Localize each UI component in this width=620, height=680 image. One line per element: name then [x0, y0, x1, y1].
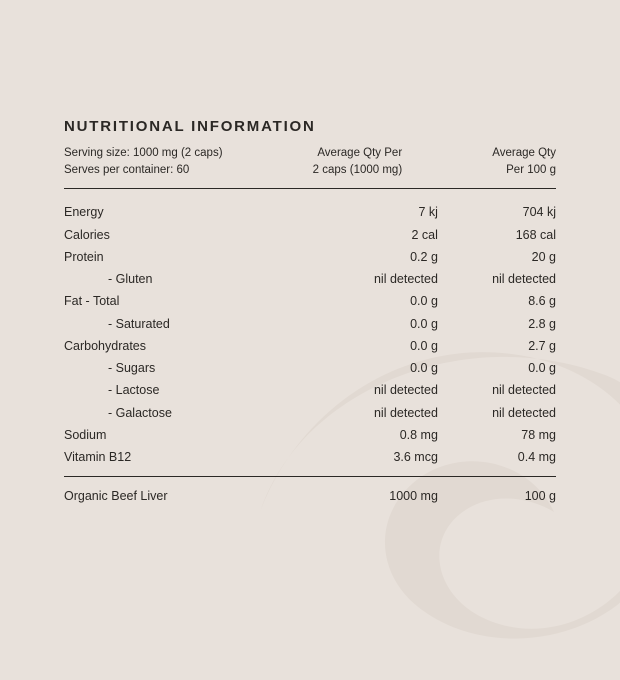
nutrient-label: - Gluten — [64, 268, 300, 290]
per-serve-value: 0.8 mg — [300, 424, 438, 446]
per-100g-value: 2.8 g — [438, 313, 556, 335]
per-serve-value: 0.0 g — [300, 290, 438, 312]
nutrient-label: Energy — [64, 201, 300, 223]
per-100g-value: 78 mg — [438, 424, 556, 446]
per-100g-value: 2.7 g — [438, 335, 556, 357]
per-100g-value: 168 cal — [438, 224, 556, 246]
nutrient-label: - Lactose — [64, 379, 300, 401]
column-3-header: Average Qty Per 100 g — [492, 145, 556, 178]
nutrition-table: Energy7 kj704 kjCalories2 cal168 calProt… — [64, 201, 556, 507]
column-2-header: Average Qty Per 2 caps (1000 mg) — [313, 145, 403, 178]
panel-subhead: Serving size: 1000 mg (2 caps) Serves pe… — [64, 145, 556, 189]
nutrient-label: Vitamin B12 — [64, 446, 300, 477]
table-row: - Lactosenil detectednil detected — [64, 379, 556, 401]
nutrient-label: Carbohydrates — [64, 335, 300, 357]
table-row: Carbohydrates0.0 g2.7 g — [64, 335, 556, 357]
per-100g-value: 100 g — [438, 477, 556, 508]
per-serve-value: nil detected — [300, 379, 438, 401]
per-serve-value: nil detected — [300, 268, 438, 290]
table-row: - Glutennil detectednil detected — [64, 268, 556, 290]
table-row: - Saturated0.0 g2.8 g — [64, 313, 556, 335]
per-serve-value: 0.0 g — [300, 335, 438, 357]
serves-per-container: Serves per container: 60 — [64, 162, 223, 179]
per-100g-value: 8.6 g — [438, 290, 556, 312]
nutrient-label: Protein — [64, 246, 300, 268]
nutrient-label: Calories — [64, 224, 300, 246]
per-serve-value: 2 cal — [300, 224, 438, 246]
table-row: - Sugars0.0 g0.0 g — [64, 357, 556, 379]
per-serve-value: 3.6 mcg — [300, 446, 438, 477]
nutrient-label: Fat - Total — [64, 290, 300, 312]
table-row: Vitamin B123.6 mcg0.4 mg — [64, 446, 556, 477]
per-100g-value: nil detected — [438, 268, 556, 290]
per-serve-value: 1000 mg — [300, 477, 438, 508]
per-100g-value: 704 kj — [438, 201, 556, 223]
per-serve-value: 0.0 g — [300, 313, 438, 335]
panel-title: NUTRITIONAL INFORMATION — [64, 118, 556, 135]
serving-size: Serving size: 1000 mg (2 caps) — [64, 145, 223, 162]
per-100g-value: nil detected — [438, 379, 556, 401]
per-100g-value: 0.0 g — [438, 357, 556, 379]
nutrition-panel: NUTRITIONAL INFORMATION Serving size: 10… — [64, 118, 556, 508]
table-row: Protein0.2 g20 g — [64, 246, 556, 268]
per-serve-value: 7 kj — [300, 201, 438, 223]
table-row-footer: Organic Beef Liver1000 mg100 g — [64, 477, 556, 508]
per-100g-value: 20 g — [438, 246, 556, 268]
nutrient-label: Organic Beef Liver — [64, 477, 300, 508]
table-row: Calories2 cal168 cal — [64, 224, 556, 246]
serving-info: Serving size: 1000 mg (2 caps) Serves pe… — [64, 145, 223, 178]
per-100g-value: nil detected — [438, 402, 556, 424]
table-row: Energy7 kj704 kj — [64, 201, 556, 223]
nutrient-label: - Sugars — [64, 357, 300, 379]
per-100g-value: 0.4 mg — [438, 446, 556, 477]
table-row: - Galactosenil detectednil detected — [64, 402, 556, 424]
per-serve-value: nil detected — [300, 402, 438, 424]
per-serve-value: 0.2 g — [300, 246, 438, 268]
nutrient-label: - Galactose — [64, 402, 300, 424]
nutrient-label: Sodium — [64, 424, 300, 446]
per-serve-value: 0.0 g — [300, 357, 438, 379]
nutrient-label: - Saturated — [64, 313, 300, 335]
table-row: Fat - Total0.0 g8.6 g — [64, 290, 556, 312]
table-row: Sodium0.8 mg78 mg — [64, 424, 556, 446]
